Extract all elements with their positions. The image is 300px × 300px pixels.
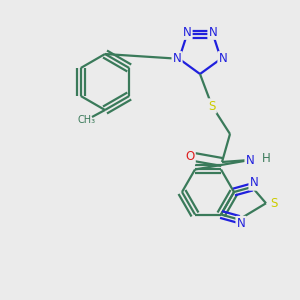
- Text: N: N: [183, 26, 191, 39]
- Text: N: N: [246, 154, 254, 166]
- Text: S: S: [270, 197, 278, 210]
- Text: N: N: [208, 26, 217, 39]
- Text: N: N: [250, 176, 258, 190]
- Text: CH₃: CH₃: [78, 115, 96, 125]
- Text: N: N: [218, 52, 227, 65]
- Text: S: S: [208, 100, 216, 112]
- Text: O: O: [185, 151, 195, 164]
- Text: N: N: [237, 217, 245, 230]
- Text: N: N: [173, 52, 182, 65]
- Text: H: H: [262, 152, 270, 164]
